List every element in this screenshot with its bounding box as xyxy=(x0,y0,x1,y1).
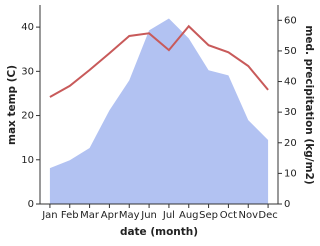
x-tick-label: Sep xyxy=(199,210,218,221)
x-tick-label: Apr xyxy=(101,210,119,221)
y2-tick-label: 10 xyxy=(284,168,297,179)
x-tick-label: Mar xyxy=(80,210,100,221)
precip-area xyxy=(49,18,269,205)
x-tick-label: Jan xyxy=(41,210,57,221)
y2-tick-label: 20 xyxy=(284,138,297,149)
x-tick-label: Jun xyxy=(140,210,157,221)
y2-tick-label: 50 xyxy=(284,46,297,57)
y2-tick-label: 0 xyxy=(284,199,290,210)
y-tick-label: 10 xyxy=(21,155,34,166)
y2-tick-label: 30 xyxy=(284,107,297,118)
y-tick-label: 0 xyxy=(28,199,34,210)
x-axis-label: date (month) xyxy=(120,226,198,238)
x-tick-label: May xyxy=(119,210,140,221)
x-tick-label: Oct xyxy=(220,210,237,221)
x-tick-label: Jul xyxy=(162,210,175,221)
chart: date (month) max temp (C) med. precipita… xyxy=(6,5,315,238)
y-axis-label: max temp (C) xyxy=(6,65,18,145)
y-tick-label: 30 xyxy=(21,66,34,77)
x-tick-label: Dec xyxy=(258,210,277,221)
y-tick-label: 40 xyxy=(21,22,34,33)
y-tick-label: 20 xyxy=(21,111,34,122)
x-tick-label: Aug xyxy=(179,210,199,221)
temp-line xyxy=(49,24,269,98)
y2-axis-label: med. precipitation (kg/m2) xyxy=(303,25,315,184)
y2-tick-label: 60 xyxy=(284,15,297,26)
x-tick-label: Feb xyxy=(61,210,79,221)
y2-tick-label: 40 xyxy=(284,77,297,88)
x-tick-label: Nov xyxy=(238,210,258,221)
